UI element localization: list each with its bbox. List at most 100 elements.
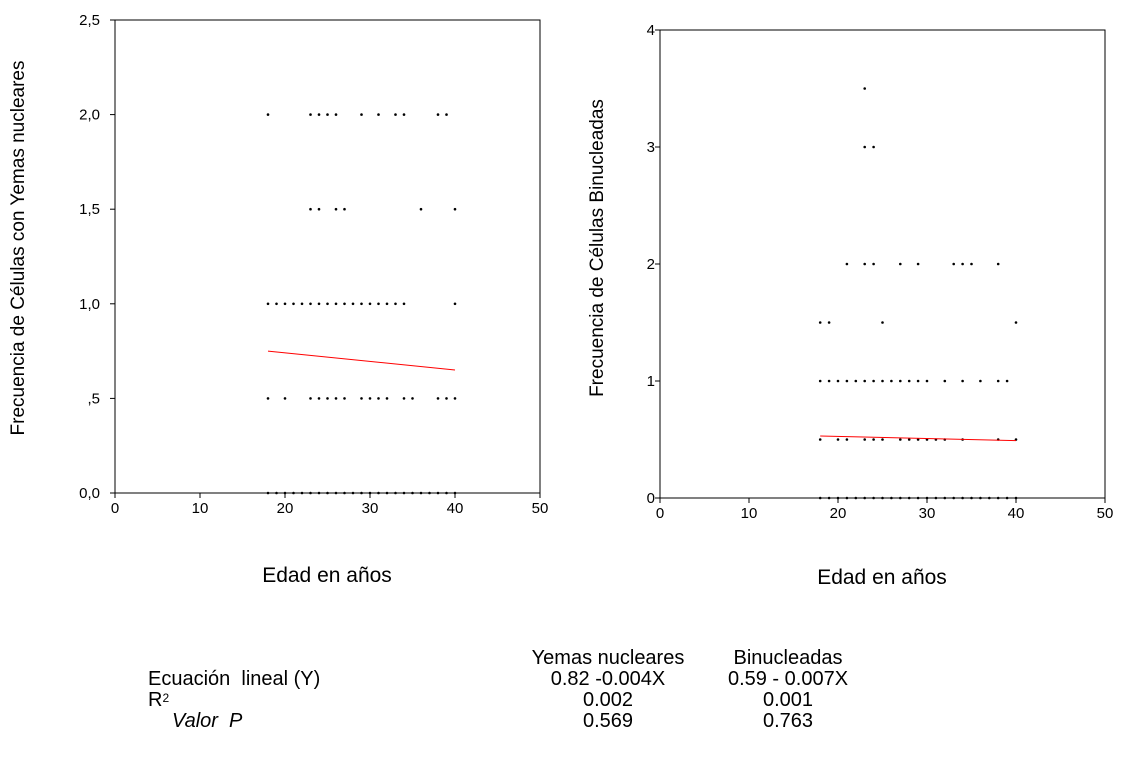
data-point — [326, 491, 329, 495]
data-point — [979, 496, 982, 500]
data-point — [292, 302, 295, 306]
stats-header-row: Yemas nucleares Binucleadas — [148, 648, 868, 669]
data-point — [419, 491, 423, 495]
data-point — [827, 379, 831, 383]
y-tick-label: 4 — [647, 22, 655, 39]
y-tick-label: 0,0 — [79, 485, 100, 502]
data-point — [863, 262, 866, 266]
data-point — [326, 113, 329, 116]
data-point — [899, 262, 902, 266]
data-point — [385, 302, 389, 306]
data-point — [419, 207, 423, 211]
data-point — [275, 302, 278, 306]
chart-yemas-nucleares: 0 10 20 30 40 50 0,0 ,5 1,0 1,5 2,0 2,5 Edad en años… — [8, 12, 548, 587]
data-point — [970, 262, 973, 266]
stats-label-r: R — [148, 689, 163, 711]
y-axis-title: Frecuencia de Células Binucleadas — [587, 99, 608, 397]
data-point — [343, 491, 346, 495]
data-point — [1014, 438, 1018, 441]
data-point — [368, 397, 372, 400]
x-axis-title: Edad en años — [817, 566, 947, 589]
stats-value-equation-binucleadas: 0.59 - 0.007X — [727, 668, 849, 690]
data-point — [334, 491, 338, 495]
data-point — [952, 496, 955, 500]
y-tick-label: 1,5 — [79, 201, 100, 218]
data-point — [836, 379, 840, 383]
data-point — [881, 438, 884, 441]
plot-frame — [659, 29, 1106, 499]
y-tick-label: 3 — [647, 139, 655, 156]
data-point — [360, 302, 363, 306]
data-point — [300, 302, 304, 306]
data-point — [899, 438, 902, 441]
stats-header-binucleadas: Binucleadas — [733, 647, 843, 669]
data-point — [445, 491, 448, 495]
data-point — [899, 496, 902, 500]
data-point — [863, 438, 866, 441]
data-point — [394, 302, 397, 306]
data-point — [360, 113, 363, 116]
stats-value-pvalue-binucleadas: 0.763 — [762, 710, 814, 732]
data-point — [863, 379, 866, 383]
data-point — [360, 491, 363, 495]
plot-frame — [114, 19, 541, 494]
data-point — [283, 491, 287, 495]
stats-header-yemas: Yemas nucleares — [531, 647, 685, 669]
data-point — [309, 491, 312, 495]
data-point — [925, 379, 929, 383]
data-point — [343, 302, 346, 306]
data-point — [916, 438, 920, 441]
y-tick-label: 1,0 — [79, 296, 100, 313]
data-point — [836, 438, 840, 441]
data-point — [453, 207, 457, 211]
stats-label-pvalue: Valor P — [172, 710, 243, 732]
data-point — [436, 113, 440, 116]
stats-row-r2: R2 0.002 0.001 — [148, 690, 868, 711]
y-tick-label: ,5 — [87, 390, 100, 407]
data-point — [881, 379, 884, 383]
x-tick-label: 50 — [1097, 505, 1114, 522]
data-point — [1005, 496, 1009, 500]
stats-label-equation: Ecuación lineal (Y) — [148, 668, 321, 690]
y-axis-title: Frecuencia de Células con Yemas nucleare… — [8, 61, 29, 436]
x-tick-label: 20 — [830, 505, 847, 522]
data-point — [872, 496, 875, 500]
data-point — [377, 302, 380, 306]
stats-label-r2: R2 — [148, 690, 169, 711]
data-point — [988, 496, 991, 500]
data-point — [818, 379, 822, 383]
data-point — [411, 491, 414, 495]
x-tick-label: 40 — [1008, 505, 1025, 522]
data-point — [445, 397, 448, 400]
data-point — [283, 302, 287, 306]
data-point — [453, 491, 457, 495]
x-axis-title: Edad en años — [262, 564, 392, 587]
data-point — [266, 113, 270, 116]
x-tick-label: 50 — [532, 500, 549, 517]
data-point — [818, 496, 822, 500]
data-point — [300, 491, 304, 495]
x-tick-label: 30 — [919, 505, 936, 522]
data-point — [881, 496, 884, 500]
x-tick-label: 0 — [656, 505, 664, 522]
data-point — [899, 379, 902, 383]
y-tick-label: 0 — [647, 490, 655, 507]
data-point — [836, 496, 840, 500]
stats-row-equation: Ecuación lineal (Y) 0.82 -0.004X 0.59 - … — [148, 669, 868, 690]
data-point — [334, 207, 338, 211]
data-point — [385, 397, 389, 400]
data-point — [961, 496, 964, 500]
regression-line — [267, 350, 456, 371]
data-point — [961, 379, 964, 383]
data-point — [283, 397, 287, 400]
data-point — [907, 438, 911, 441]
data-point — [385, 491, 389, 495]
data-point — [402, 302, 406, 306]
data-point — [845, 496, 849, 500]
data-point — [351, 302, 355, 306]
data-point — [317, 207, 321, 211]
data-point — [453, 397, 457, 400]
x-tick-label: 40 — [447, 500, 464, 517]
data-point — [827, 321, 831, 324]
